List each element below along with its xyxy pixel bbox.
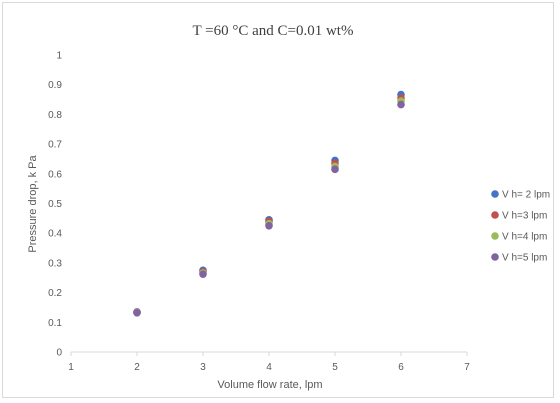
x-axis-label: Volume flow rate, lpm [217,379,322,391]
y-tick-label: 0.1 [48,318,62,329]
data-point [397,100,405,109]
x-tick-label: 5 [332,362,338,373]
x-tick-label: 3 [200,362,206,373]
legend-marker [491,253,499,261]
x-tick-label: 4 [266,362,272,373]
y-tick-label: 0.3 [48,258,62,269]
data-point [265,221,273,230]
legend-entry: V h=5 lpm [502,253,547,264]
y-tick-label: 0.2 [48,288,62,299]
chart-frame: T =60 °C and C=0.01 wt% 0 0.1 0.2 0.3 0.4 0.5… [2,2,554,398]
chart-title: T =60 °C and C=0.01 wt% [193,23,354,39]
y-tick-label: 0.7 [48,140,62,151]
x-tick-label: 7 [464,362,470,373]
y-axis-label: Pressure drop, k Pa [27,155,39,253]
data-point [331,165,339,174]
y-tick-label: 0.8 [48,110,62,121]
y-tick-label: 0.9 [48,80,62,91]
x-axis-ticks: 1 2 3 4 5 6 7 [68,352,470,373]
legend-marker [491,190,499,198]
scatter-chart: T =60 °C and C=0.01 wt% 0 0.1 0.2 0.3 0.4 0.5… [27,23,550,391]
legend: V h= 2 lpm V h=3 lpm V h=4 lpm V h=5 lpm [491,190,550,264]
y-tick-label: 0.4 [48,229,62,240]
y-axis-ticks: 0 0.1 0.2 0.3 0.4 0.5 0.6 0.7 0.8 0.9 1 [48,51,62,359]
legend-entry: V h=4 lpm [502,232,547,243]
x-tick-label: 6 [398,362,404,373]
legend-entry: V h=3 lpm [502,211,547,222]
legend-marker [491,211,499,219]
data-points [133,90,405,317]
y-tick-label: 0.5 [48,199,62,210]
y-tick-label: 0 [56,348,62,359]
x-tick-label: 2 [134,362,140,373]
legend-entry: V h= 2 lpm [502,190,550,201]
y-tick-label: 1 [56,51,62,62]
legend-marker [491,232,499,240]
x-tick-label: 1 [68,362,74,373]
data-point [199,270,207,278]
data-point [133,308,141,317]
y-tick-label: 0.6 [48,169,62,180]
